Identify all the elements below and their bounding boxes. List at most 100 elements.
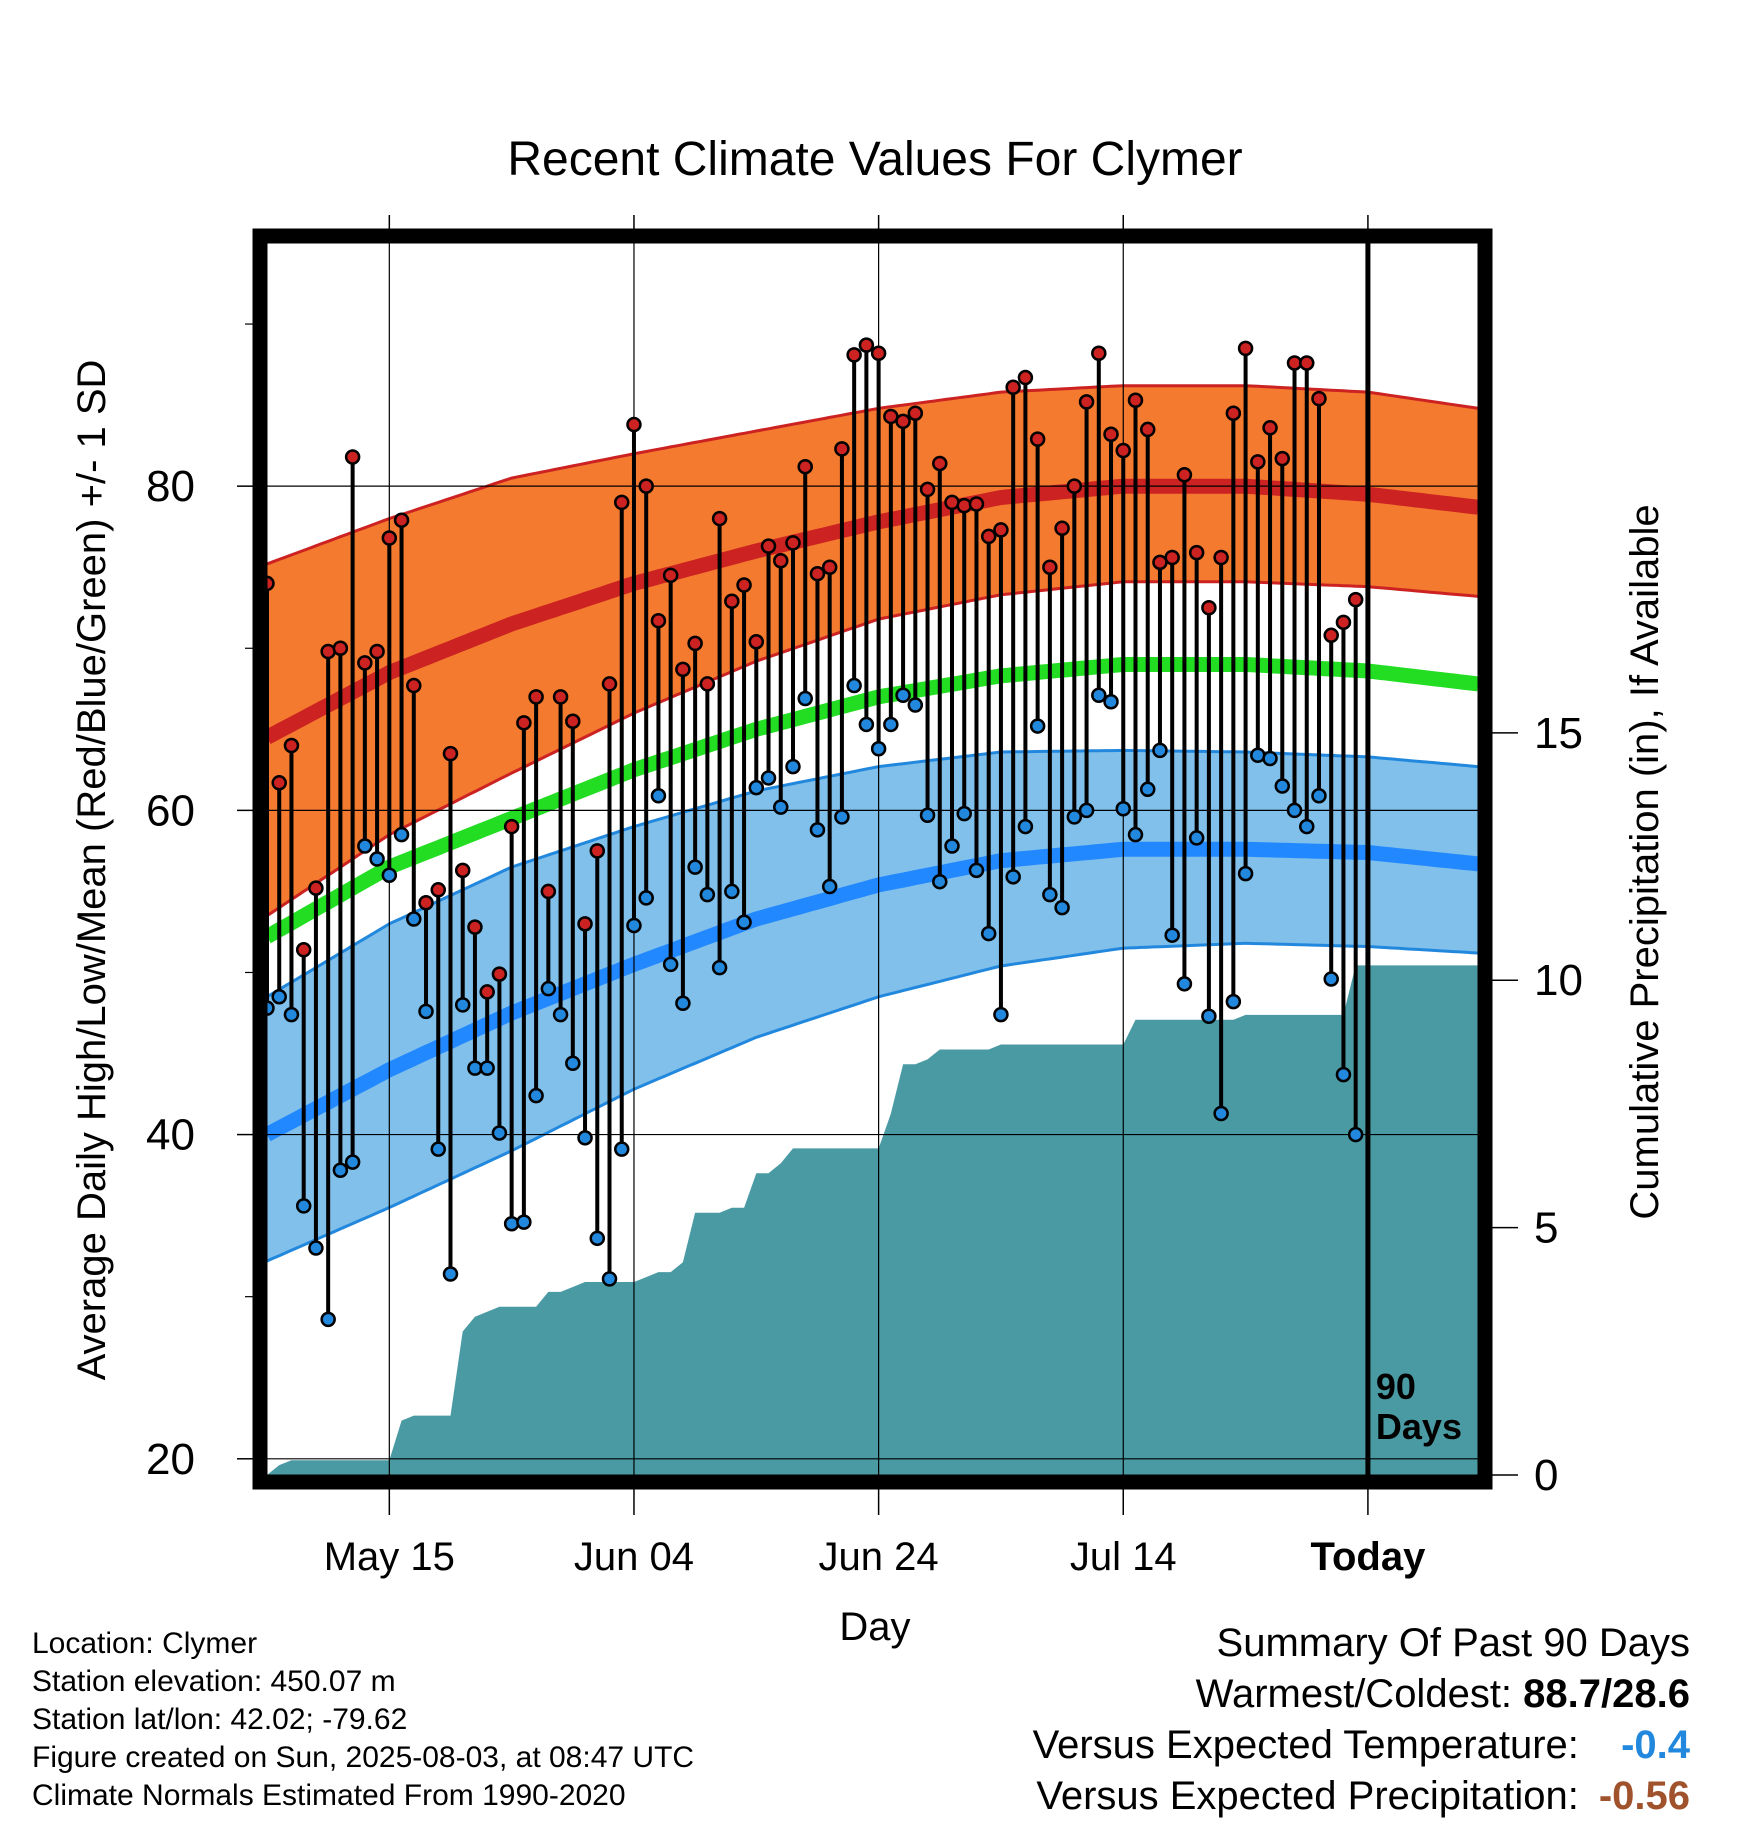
- high-point: [687, 635, 703, 652]
- high-band-upper-edge: [267, 384, 1478, 566]
- high-point: [748, 634, 765, 650]
- temp-vs-expected-label: Versus Expected Temperature:: [1032, 1723, 1579, 1767]
- station-info: Location: Clymer Station elevation: 450.…: [32, 1625, 694, 1815]
- high-point: [956, 497, 972, 514]
- high-point: [1005, 379, 1021, 396]
- low-point: [1005, 869, 1021, 885]
- high-point: [295, 942, 312, 958]
- high-point: [846, 347, 862, 363]
- high-point: [357, 655, 373, 671]
- high-point: [1323, 627, 1339, 644]
- high-point: [919, 481, 936, 498]
- y-right-tick-label: 15: [1534, 709, 1583, 758]
- low-point: [565, 1055, 581, 1072]
- high-point: [1078, 394, 1095, 410]
- low-point: [1176, 976, 1193, 992]
- warm-cold-value: 88.7/28.6: [1523, 1672, 1690, 1716]
- low-point: [1311, 788, 1327, 804]
- low-point: [638, 890, 654, 906]
- low-point: [381, 867, 398, 883]
- high-point: [993, 522, 1009, 538]
- high-point: [944, 494, 960, 511]
- low-point: [1347, 1126, 1364, 1143]
- high-point: [773, 552, 789, 569]
- low-point: [907, 697, 924, 713]
- low-point: [503, 1215, 520, 1232]
- low-point: [418, 1003, 434, 1020]
- chart-title: Recent Climate Values For Clymer: [507, 133, 1242, 186]
- high-point: [1225, 405, 1242, 421]
- high-point: [540, 883, 557, 900]
- high-point: [406, 677, 422, 694]
- low-point: [980, 925, 997, 942]
- high-point: [1103, 426, 1119, 443]
- latlon-text: Station lat/lon: 42.02; -79.62: [32, 1703, 408, 1736]
- low-point: [1091, 687, 1107, 704]
- high-point: [699, 676, 716, 692]
- precip-vs-expected-value: -0.56: [1598, 1774, 1690, 1818]
- today-days-label-2: Days: [1376, 1406, 1462, 1447]
- summary-title: Summary Of Past 90 Days: [1216, 1621, 1690, 1665]
- high-point: [1115, 442, 1132, 459]
- high-sd-band: [267, 385, 1478, 916]
- low-point: [1213, 1105, 1229, 1122]
- high-point: [895, 413, 911, 430]
- low-point: [1201, 1008, 1217, 1024]
- low-point: [589, 1230, 606, 1247]
- low-point: [332, 1162, 349, 1178]
- y-axis-label-right: Cumulative Precipitation (in), If Availa…: [1623, 504, 1667, 1219]
- high-point: [1262, 420, 1278, 436]
- low-point: [1066, 809, 1083, 825]
- high-point: [662, 567, 679, 584]
- high-point: [1042, 559, 1058, 575]
- high-point: [528, 689, 544, 705]
- high-point: [565, 713, 581, 729]
- low-point: [344, 1154, 361, 1170]
- high-point: [1017, 369, 1034, 386]
- today-days-label-1: 90: [1376, 1366, 1416, 1407]
- summary-precip: Versus Expected Precipitation: -0.56: [790, 1771, 1690, 1822]
- high-point: [821, 559, 838, 575]
- low-point: [1188, 830, 1205, 846]
- high-point: [785, 535, 801, 551]
- high-point: [430, 882, 447, 898]
- x-tick-label: Jun 24: [819, 1535, 939, 1579]
- high-point: [1139, 421, 1156, 438]
- x-tick-label: Jun 04: [574, 1535, 694, 1579]
- high-point: [467, 919, 483, 935]
- precip-vs-expected-label: Versus Expected Precipitation:: [1036, 1774, 1579, 1818]
- low-point: [406, 911, 422, 927]
- x-tick-label: Today: [1310, 1535, 1426, 1579]
- low-sd-band: [267, 750, 1478, 1261]
- low-point: [369, 851, 385, 867]
- low-point: [968, 862, 985, 879]
- high-point: [932, 455, 948, 472]
- high-point: [1164, 549, 1180, 566]
- y-left-tick-label: 80: [146, 462, 195, 511]
- y-left-tick-label: 20: [146, 1435, 195, 1484]
- high-point: [1237, 340, 1254, 357]
- high-point: [626, 416, 642, 433]
- low-point: [442, 1266, 459, 1282]
- high-point: [491, 966, 508, 982]
- plot-frame: [252, 228, 1493, 1490]
- high-point: [381, 530, 398, 546]
- high-point: [980, 528, 997, 545]
- low-point: [1078, 802, 1095, 819]
- low-band-upper-edge: [267, 748, 1478, 999]
- low-point: [1237, 865, 1254, 882]
- high-point: [1091, 345, 1107, 361]
- low-point: [650, 788, 667, 804]
- high-point: [369, 643, 385, 660]
- low-point: [711, 959, 728, 976]
- low-point: [271, 989, 287, 1005]
- high-point: [308, 880, 324, 896]
- high-point: [1127, 392, 1144, 408]
- low-point: [748, 779, 765, 796]
- low-point: [540, 980, 557, 997]
- low-point: [1335, 1066, 1352, 1083]
- low-point: [1286, 802, 1303, 819]
- low-point: [858, 716, 875, 733]
- high-mean-line: [267, 478, 1478, 745]
